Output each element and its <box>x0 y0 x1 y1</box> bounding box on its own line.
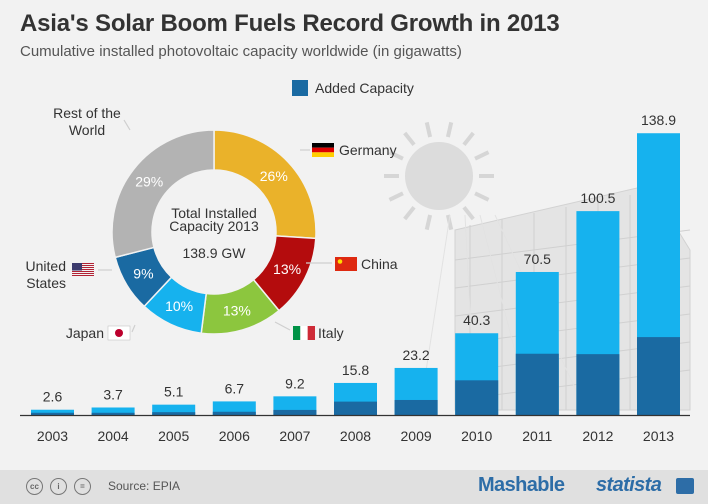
sun-ray <box>388 191 404 202</box>
tick-label-2008: 2008 <box>340 428 371 444</box>
bar-added-2009 <box>394 399 438 415</box>
chart-title: Asia's Solar Boom Fuels Record Growth in… <box>20 10 560 37</box>
mashable-logo: Mashable <box>478 474 565 496</box>
bar-chart: 2.6 2003 3.7 2004 5.1 2005 6.7 2006 9.2 2007 15.8 2… <box>20 112 690 444</box>
statista-logo-icon <box>676 478 694 494</box>
slice-pct-label: 9% <box>133 266 153 282</box>
data-label-2007: 9.2 <box>285 375 305 391</box>
tick-label-2012: 2012 <box>582 428 613 444</box>
sun-ray <box>403 206 416 221</box>
chart-subtitle: Cumulative installed photovoltaic capaci… <box>20 43 462 60</box>
slice-label-united-states: United States <box>26 258 66 291</box>
bar-added-2007 <box>273 409 317 415</box>
data-label-2013: 138.9 <box>641 112 676 128</box>
label-leader-line <box>274 321 291 331</box>
data-label-2006: 6.7 <box>225 380 245 396</box>
slice-pct-label: 10% <box>165 298 193 314</box>
slice-label-china: China <box>361 256 398 272</box>
chart-canvas: 2.6 2003 3.7 2004 5.1 2005 6.7 2006 9.2 2007 15.8 2… <box>20 105 691 444</box>
bar-added-2006 <box>212 411 256 415</box>
slice-label-japan: Japan <box>66 325 104 341</box>
slice-label-germany: Germany <box>339 142 397 158</box>
sun-ray <box>474 150 490 161</box>
bar-added-2013 <box>637 337 680 415</box>
data-label-2004: 3.7 <box>103 386 123 402</box>
sun-ray <box>403 131 416 146</box>
donut-center-text: Capacity 2013 <box>169 218 259 234</box>
flag-us-icon <box>72 263 94 276</box>
bar-cumulative-2004 <box>91 407 135 415</box>
donut-chart: 26% 13% 13% 10% 9% 29% Total InstalledCapacity… <box>26 105 398 341</box>
equals-noderivs-icon: = <box>74 478 91 495</box>
data-label-2003: 2.6 <box>43 389 63 405</box>
donut-center-text: 138.9 GW <box>182 245 246 261</box>
tick-label-2004: 2004 <box>98 428 129 444</box>
legend-swatch <box>292 80 308 96</box>
slice-label-rest-of-the-world: Rest of the World <box>53 105 121 138</box>
slice-pct-label: 13% <box>223 303 251 319</box>
footer: cc i = Source: EPIA Mashable statista <box>0 470 708 504</box>
bar-added-2003 <box>31 412 74 415</box>
source-text: Source: EPIA <box>108 479 181 493</box>
bar-added-2012 <box>576 354 620 415</box>
data-label-2010: 40.3 <box>463 312 490 328</box>
bar-cumulative-2005 <box>152 404 196 415</box>
sun-ray <box>424 214 433 231</box>
tick-label-2009: 2009 <box>401 428 432 444</box>
tick-label-2010: 2010 <box>461 428 492 444</box>
by-attribution-icon: i <box>50 478 67 495</box>
sun-ray <box>445 214 454 231</box>
bar-added-2011 <box>515 353 559 415</box>
tick-label-2007: 2007 <box>279 428 310 444</box>
slice-pct-label: 26% <box>260 168 288 184</box>
sun-ray <box>388 150 404 161</box>
bar-cumulative-2006 <box>212 401 256 415</box>
sun-ray <box>474 191 490 202</box>
bar-cumulative-2003 <box>31 409 74 415</box>
sun-ray <box>424 121 433 138</box>
statista-logo: statista <box>596 474 662 496</box>
bar-added-2005 <box>152 412 196 415</box>
cc-license-icon: cc <box>26 478 43 495</box>
tick-label-2003: 2003 <box>37 428 68 444</box>
label-leader-line <box>123 119 131 131</box>
solar-panel <box>454 184 691 411</box>
tick-label-2011: 2011 <box>522 428 552 444</box>
donut-center-text: Total Installed <box>171 205 257 221</box>
flag-it-icon <box>293 326 315 340</box>
label-leader-line <box>131 324 136 333</box>
tick-label-2006: 2006 <box>219 428 250 444</box>
data-label-2005: 5.1 <box>164 384 184 400</box>
bar-added-2004 <box>91 412 135 415</box>
sun-ray <box>462 131 475 146</box>
tick-label-2013: 2013 <box>643 428 674 444</box>
sun-ray <box>462 206 475 221</box>
bar-added-2010 <box>455 380 499 415</box>
slice-pct-label: 29% <box>135 174 163 190</box>
legend: Added Capacity <box>292 80 414 96</box>
tick-label-2005: 2005 <box>158 428 189 444</box>
data-label-2012: 100.5 <box>580 190 615 206</box>
flag-cn-icon <box>335 257 357 271</box>
data-label-2009: 23.2 <box>402 347 429 363</box>
slice-pct-label: 13% <box>273 261 301 277</box>
bar-added-2008 <box>334 401 377 415</box>
flag-de-icon <box>312 143 334 157</box>
legend-label: Added Capacity <box>315 80 414 96</box>
data-label-2008: 15.8 <box>342 362 369 378</box>
sun-icon <box>405 142 473 210</box>
data-label-2011: 70.5 <box>524 251 551 267</box>
donut-slice-rest-of-the-world <box>111 129 215 259</box>
flag-jp-icon <box>107 325 131 341</box>
sun-ray <box>445 121 454 138</box>
slice-label-italy: Italy <box>318 325 344 341</box>
